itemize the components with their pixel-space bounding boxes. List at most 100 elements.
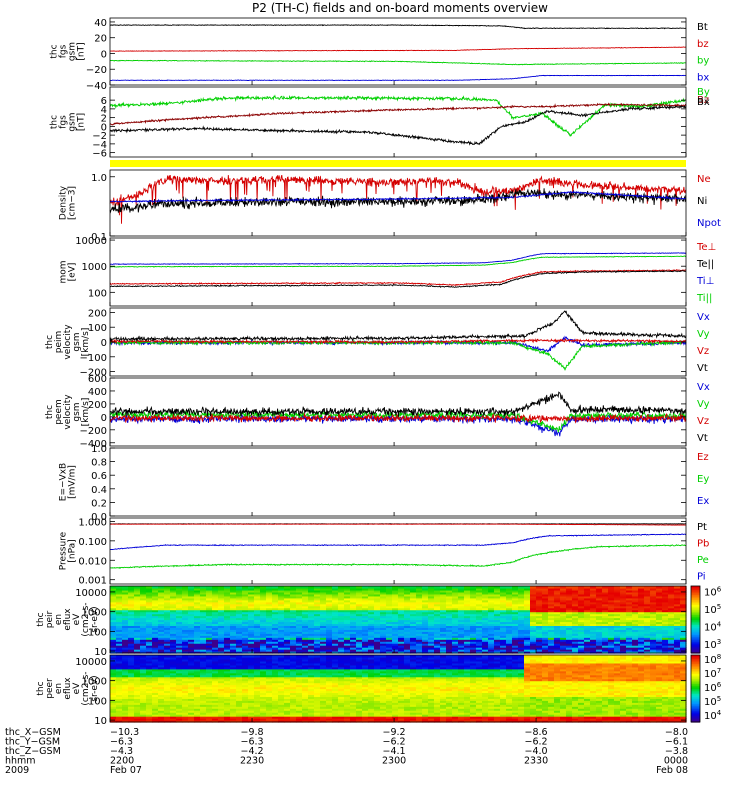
spectrogram-cell bbox=[236, 587, 243, 591]
spectrogram-cell bbox=[668, 589, 675, 593]
spectrogram-cell bbox=[350, 714, 357, 717]
spectrogram-cell bbox=[392, 637, 399, 640]
spectrogram-cell bbox=[386, 586, 393, 589]
spectrogram-cell bbox=[284, 647, 291, 650]
spectrogram-cell bbox=[404, 649, 411, 652]
spectrogram-cell bbox=[278, 649, 285, 652]
colorbar-step bbox=[691, 592, 700, 595]
spectrogram-cell bbox=[122, 633, 129, 636]
spectrogram-cell bbox=[302, 647, 309, 650]
spectrogram-cell bbox=[596, 601, 603, 605]
spectrogram-cell bbox=[140, 627, 147, 630]
spectrogram-cell bbox=[332, 623, 339, 627]
spectrogram-cell bbox=[302, 619, 309, 623]
spectrogram-cell bbox=[152, 651, 159, 654]
spectrogram-cell bbox=[110, 595, 117, 599]
spectrogram-cell bbox=[536, 605, 543, 609]
spectrogram-cell bbox=[524, 631, 531, 634]
spectrogram-cell bbox=[200, 718, 207, 721]
spectrogram-cell bbox=[386, 621, 393, 625]
spectrogram-cell bbox=[614, 605, 621, 609]
spectrogram-cell bbox=[110, 688, 117, 692]
spectrogram-cell bbox=[446, 603, 453, 607]
spectrogram-cell bbox=[470, 623, 477, 627]
spectrogram-cell bbox=[626, 609, 633, 613]
spectrogram-cell bbox=[200, 672, 207, 676]
spectrogram-cell bbox=[194, 668, 201, 672]
spectrogram-cell bbox=[296, 708, 303, 711]
spectrogram-cell bbox=[128, 586, 135, 589]
spectrogram-cell bbox=[290, 615, 297, 619]
spectrogram-cell bbox=[632, 627, 639, 630]
spectrogram-cell bbox=[272, 621, 279, 625]
spectrogram-cell bbox=[308, 664, 315, 668]
spectrogram-cell bbox=[308, 720, 315, 723]
spectrogram-cell bbox=[326, 702, 333, 705]
spectrogram-cell bbox=[386, 597, 393, 601]
spectrogram-cell bbox=[278, 645, 285, 648]
spectrogram-cell bbox=[254, 655, 261, 658]
spectrogram-cell bbox=[176, 633, 183, 636]
spectrogram-cell bbox=[218, 621, 225, 625]
spectrogram-cell bbox=[338, 619, 345, 623]
spectrogram-cell bbox=[530, 623, 537, 627]
spectrogram-cell bbox=[170, 674, 177, 678]
spectrogram-cell bbox=[458, 605, 465, 609]
spectrogram-cell bbox=[254, 586, 261, 589]
spectrogram-cell bbox=[356, 605, 363, 609]
spectrogram-cell bbox=[134, 643, 141, 646]
spectrogram-cell bbox=[176, 597, 183, 601]
spectrogram-cell bbox=[368, 597, 375, 601]
spectrogram-cell bbox=[302, 595, 309, 599]
spectrogram-cell bbox=[314, 647, 321, 650]
colorbar-step bbox=[691, 631, 700, 634]
spectrogram-cell bbox=[536, 611, 543, 615]
spectrogram-cell bbox=[644, 597, 651, 601]
spectrogram-cell bbox=[236, 680, 243, 684]
spectrogram-cell bbox=[320, 605, 327, 609]
spectrogram-cell bbox=[122, 649, 129, 652]
spectrogram-cell bbox=[644, 603, 651, 607]
spectrogram-cell bbox=[152, 698, 159, 701]
spectrogram-cell bbox=[476, 591, 483, 595]
spectrogram-cell bbox=[182, 615, 189, 619]
spectrogram-cell bbox=[140, 621, 147, 625]
spectrogram-cell bbox=[674, 603, 681, 607]
spectrogram-cell bbox=[626, 595, 633, 599]
spectrogram-cell bbox=[446, 641, 453, 644]
spectrogram-cell bbox=[530, 639, 537, 642]
spectrogram-cell bbox=[230, 627, 237, 630]
spectrogram-cell bbox=[344, 637, 351, 640]
spectrogram-cell bbox=[608, 639, 615, 642]
spectrogram-cell bbox=[146, 593, 153, 597]
spectrogram-cell bbox=[230, 710, 237, 713]
spectrogram-cell bbox=[548, 609, 555, 613]
spectrogram-cell bbox=[134, 704, 141, 707]
spectrogram-cell bbox=[614, 603, 621, 607]
spectrogram-cell bbox=[302, 597, 309, 601]
spectrogram-cell bbox=[488, 611, 495, 615]
spectrogram-cell bbox=[344, 627, 351, 630]
spectrogram-cell bbox=[596, 633, 603, 636]
colorbar-step bbox=[691, 612, 700, 616]
spectrogram-cell bbox=[494, 587, 501, 591]
spectrogram-cell bbox=[530, 617, 537, 621]
spectrogram-cell bbox=[518, 647, 525, 650]
spectrogram-cell bbox=[410, 651, 417, 654]
spectrogram-cell bbox=[614, 637, 621, 640]
spectrogram-cell bbox=[476, 637, 483, 640]
spectrogram-cell bbox=[644, 595, 651, 599]
spectrogram-cell bbox=[302, 686, 309, 690]
spectrogram-cell bbox=[206, 664, 213, 668]
spectrogram-cell bbox=[362, 641, 369, 644]
spectrogram-cell bbox=[272, 587, 279, 591]
spectrogram-cell bbox=[548, 601, 555, 605]
spectrogram-cell bbox=[194, 684, 201, 688]
spectrogram-cell bbox=[194, 702, 201, 705]
spectrogram-cell bbox=[320, 690, 327, 694]
legend-label: by bbox=[697, 56, 709, 67]
spectrogram-cell bbox=[608, 595, 615, 599]
spectrogram-cell bbox=[254, 621, 261, 625]
y-axis-label: thc bbox=[45, 335, 55, 349]
spectrogram-cell bbox=[488, 586, 495, 589]
